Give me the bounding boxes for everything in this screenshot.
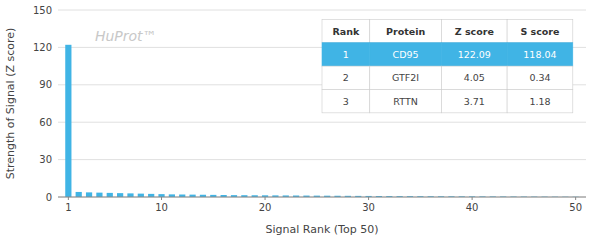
bar <box>127 193 133 197</box>
table-cell <box>507 43 573 66</box>
table-text: 122.09 <box>458 49 491 60</box>
table-text: 2 <box>343 72 349 83</box>
watermark: HuProt™ <box>95 28 157 44</box>
table-text: GTF2I <box>392 72 419 83</box>
bar <box>138 194 144 197</box>
table-cell <box>441 19 507 42</box>
bar <box>96 193 102 197</box>
table-header: Rank <box>332 26 359 37</box>
table-cell <box>441 66 507 89</box>
table-cell <box>441 43 507 66</box>
table-text: 3 <box>343 96 349 107</box>
table-cell <box>322 66 370 89</box>
table-header: S score <box>520 26 559 37</box>
bar <box>117 193 123 197</box>
table-cell <box>507 89 573 112</box>
x-tick-label: 1 <box>65 202 71 213</box>
table-text: 3.71 <box>464 96 485 107</box>
table-text: 118.04 <box>523 49 556 60</box>
grid-line <box>58 159 586 160</box>
table-text: 1 <box>343 49 349 60</box>
table: Rank Protein Z score S score 1 CD95 122.09 118.… <box>322 19 573 113</box>
table-header: Z score <box>455 26 494 37</box>
table-text: 0.34 <box>529 72 550 83</box>
table-header: Protein <box>386 26 425 37</box>
y-tick-label: 90 <box>39 79 52 90</box>
table-cell <box>507 66 573 89</box>
table-cell <box>370 66 442 89</box>
table-cell <box>322 19 370 42</box>
x-tick-label: 40 <box>466 202 479 213</box>
table-text: RTTN <box>393 96 417 107</box>
table-cell <box>370 43 442 66</box>
bars <box>65 45 579 197</box>
y-tick-label: 30 <box>39 154 52 165</box>
grid-line <box>58 197 586 198</box>
y-tick-label: 60 <box>39 117 52 128</box>
y-tick-label: 150 <box>33 5 52 16</box>
bar <box>76 192 82 197</box>
x-tick-label: 10 <box>155 202 168 213</box>
table-text: CD95 <box>393 49 419 60</box>
table-cell <box>322 89 370 112</box>
table-cell <box>441 89 507 112</box>
x-tick-label: 30 <box>362 202 375 213</box>
bar <box>65 45 71 197</box>
table-cell <box>507 19 573 42</box>
table-cell <box>322 43 370 66</box>
x-axis-label: Signal Rank (Top 50) <box>266 223 379 236</box>
x-tick-label: 20 <box>259 202 272 213</box>
table-text: 4.05 <box>464 72 485 83</box>
chart: 0 30 60 90 120 150 1 10 20 30 40 50 HuProt™ Signal Ra… <box>0 0 600 241</box>
table-text: 1.18 <box>529 96 550 107</box>
bar <box>107 193 113 197</box>
y-tick-label: 0 <box>46 192 52 203</box>
bar <box>86 192 92 197</box>
y-tick-label: 120 <box>33 42 52 53</box>
y-axis-label: Strength of Signal (Z score) <box>4 28 17 180</box>
grid-line <box>58 122 586 123</box>
grid-line <box>58 10 586 11</box>
table-cell <box>370 89 442 112</box>
x-tick-label: 50 <box>569 202 582 213</box>
table-cell <box>370 19 442 42</box>
x-axis-line <box>58 197 586 198</box>
